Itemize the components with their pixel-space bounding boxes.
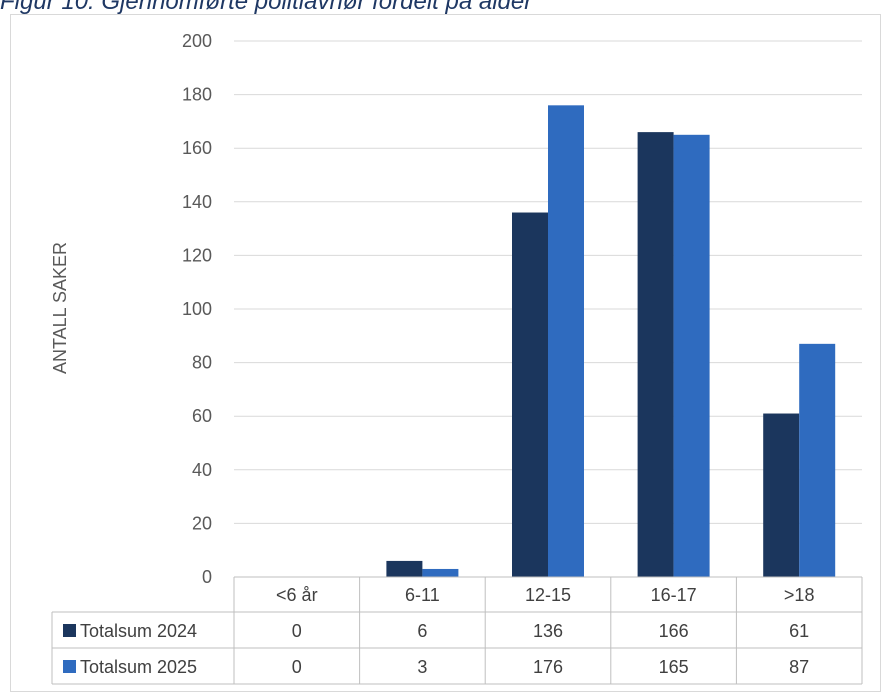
x-tick-label: <6 år [276, 585, 318, 605]
x-tick-label: 12-15 [525, 585, 571, 605]
legend-swatch [63, 624, 76, 637]
y-tick-label: 200 [182, 31, 212, 51]
data-label: 61 [789, 621, 809, 641]
bar-totalsum-2025-1 [422, 568, 459, 577]
x-tick-label: >18 [784, 585, 815, 605]
data-label: 87 [789, 657, 809, 677]
data-label: 176 [533, 657, 563, 677]
y-axis: 0 20 40 60 80 100 120 140 160 180 200 [182, 31, 212, 587]
legend-label: Totalsum 2025 [80, 657, 197, 677]
y-tick-label: 100 [182, 299, 212, 319]
y-tick-label: 160 [182, 138, 212, 158]
y-tick-label: 180 [182, 85, 212, 105]
y-tick-label: 40 [192, 460, 212, 480]
data-label: 0 [292, 621, 302, 641]
figure-caption: Figur 10: Gjennomførte politiavhør forde… [0, 0, 533, 15]
bar-totalsum-2025-4 [799, 343, 836, 577]
data-label: 0 [292, 657, 302, 677]
legend-label: Totalsum 2024 [80, 621, 197, 641]
bars [386, 105, 836, 578]
y-tick-label: 20 [192, 513, 212, 533]
y-tick-label: 0 [202, 567, 212, 587]
x-tick-label: 16-17 [651, 585, 697, 605]
data-label: 165 [659, 657, 689, 677]
y-tick-label: 140 [182, 192, 212, 212]
bar-totalsum-2024-4 [763, 413, 800, 577]
x-tick-label: 6-11 [405, 585, 440, 605]
data-label: 166 [659, 621, 689, 641]
y-tick-label: 60 [192, 406, 212, 426]
bar-totalsum-2024-2 [512, 212, 548, 577]
y-tick-label: 80 [192, 353, 212, 373]
y-tick-label: 120 [182, 245, 212, 265]
legend-swatch [63, 660, 76, 673]
bar-totalsum-2024-3 [637, 132, 674, 577]
bar-totalsum-2024-1 [386, 560, 423, 577]
bar-totalsum-2025-3 [673, 134, 710, 578]
chart-frame [10, 14, 881, 692]
bar-totalsum-2025-2 [548, 105, 584, 577]
y-axis-label: ANTALL SAKER [50, 242, 70, 374]
data-label: 136 [533, 621, 563, 641]
data-label: 6 [417, 621, 427, 641]
data-label: 3 [417, 657, 427, 677]
